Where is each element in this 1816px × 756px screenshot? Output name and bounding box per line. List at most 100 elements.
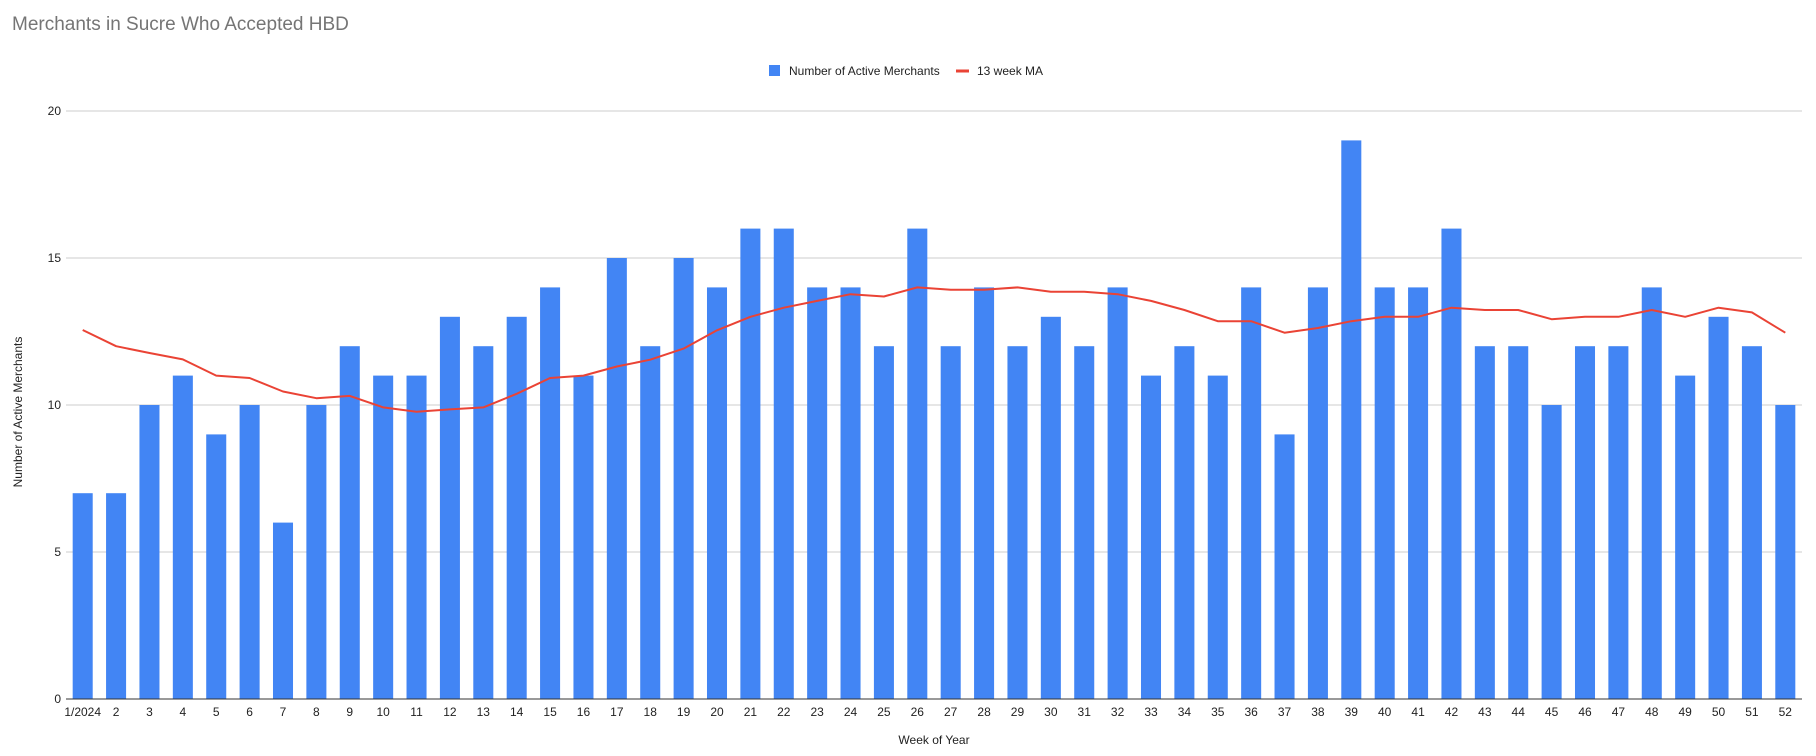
bar bbox=[1274, 434, 1295, 699]
x-tick-label: 27 bbox=[944, 705, 958, 719]
x-tick-label: 24 bbox=[844, 705, 858, 719]
bar bbox=[172, 375, 193, 699]
bar bbox=[1341, 140, 1362, 699]
bar bbox=[206, 434, 227, 699]
bar bbox=[1775, 405, 1796, 699]
y-tick-label: 0 bbox=[54, 692, 61, 706]
bar bbox=[339, 346, 360, 699]
x-tick-label: 48 bbox=[1645, 705, 1659, 719]
x-tick-label: 36 bbox=[1244, 705, 1258, 719]
x-tick-label: 11 bbox=[410, 705, 423, 719]
bar bbox=[907, 228, 928, 699]
bar bbox=[807, 287, 828, 699]
bar bbox=[1741, 346, 1762, 699]
chart-title: Merchants in Sucre Who Accepted HBD bbox=[12, 14, 349, 35]
bar bbox=[1007, 346, 1028, 699]
x-axis-title: Week of Year bbox=[898, 733, 969, 747]
bar bbox=[1074, 346, 1095, 699]
x-tick-label: 34 bbox=[1178, 705, 1192, 719]
bar bbox=[1641, 287, 1662, 699]
bar bbox=[1107, 287, 1128, 699]
x-tick-label: 19 bbox=[677, 705, 691, 719]
x-tick-label: 5 bbox=[213, 705, 220, 719]
x-tick-label: 46 bbox=[1578, 705, 1592, 719]
x-tick-label: 12 bbox=[443, 705, 457, 719]
bar bbox=[1441, 228, 1462, 699]
bar bbox=[306, 405, 327, 699]
bar bbox=[1241, 287, 1262, 699]
legend-label-bars: Number of Active Merchants bbox=[789, 64, 940, 78]
bar bbox=[1608, 346, 1629, 699]
line-series bbox=[82, 286, 1786, 413]
x-tick-label: 37 bbox=[1278, 705, 1292, 719]
x-tick-label: 38 bbox=[1311, 705, 1325, 719]
x-tick-label: 43 bbox=[1478, 705, 1492, 719]
bar bbox=[106, 493, 127, 699]
y-tick-label: 20 bbox=[48, 104, 62, 118]
x-tick-label: 10 bbox=[376, 705, 390, 719]
x-tick-label: 1/2024 bbox=[64, 705, 101, 719]
bar bbox=[540, 287, 561, 699]
bar bbox=[873, 346, 894, 699]
x-tick-label: 26 bbox=[911, 705, 925, 719]
x-tick-label: 4 bbox=[180, 705, 187, 719]
bar bbox=[473, 346, 494, 699]
bar bbox=[1040, 316, 1061, 699]
x-tick-label: 6 bbox=[246, 705, 253, 719]
bar bbox=[1408, 287, 1429, 699]
x-tick-label: 13 bbox=[477, 705, 491, 719]
x-tick-label: 21 bbox=[744, 705, 758, 719]
bar bbox=[840, 287, 861, 699]
x-tick-label: 40 bbox=[1378, 705, 1392, 719]
x-tick-label: 30 bbox=[1044, 705, 1058, 719]
x-tick-label: 9 bbox=[346, 705, 353, 719]
bar bbox=[573, 375, 594, 699]
x-tick-label: 7 bbox=[280, 705, 287, 719]
y-tick-label: 5 bbox=[54, 545, 61, 559]
x-tick-label: 16 bbox=[577, 705, 591, 719]
x-tick-label: 18 bbox=[644, 705, 658, 719]
bar bbox=[373, 375, 394, 699]
x-tick-label: 2 bbox=[113, 705, 120, 719]
bar bbox=[1541, 405, 1562, 699]
x-tick-label: 50 bbox=[1712, 705, 1726, 719]
bar bbox=[272, 522, 294, 699]
bar bbox=[139, 405, 160, 699]
bar bbox=[606, 258, 627, 699]
x-tick-label: 35 bbox=[1211, 705, 1225, 719]
x-tick-label: 17 bbox=[610, 705, 624, 719]
x-tick-label: 31 bbox=[1078, 705, 1092, 719]
bar bbox=[940, 346, 961, 699]
bar bbox=[1207, 375, 1228, 699]
bar bbox=[1675, 375, 1696, 699]
bar-series bbox=[72, 140, 1796, 699]
bar bbox=[974, 287, 995, 699]
bar bbox=[1174, 346, 1195, 699]
x-tick-label: 45 bbox=[1545, 705, 1559, 719]
x-tick-label: 8 bbox=[313, 705, 320, 719]
x-tick-label: 44 bbox=[1512, 705, 1526, 719]
bar bbox=[506, 316, 527, 699]
x-tick-label: 52 bbox=[1779, 705, 1793, 719]
x-tick-label: 20 bbox=[710, 705, 724, 719]
bar bbox=[673, 258, 694, 699]
bar bbox=[1474, 346, 1495, 699]
x-tick-label: 23 bbox=[810, 705, 824, 719]
bar bbox=[640, 346, 661, 699]
bar bbox=[1307, 287, 1328, 699]
y-axis-title: Number of Active Merchants bbox=[11, 337, 25, 488]
x-tick-label: 47 bbox=[1612, 705, 1626, 719]
bar bbox=[439, 316, 460, 699]
bar bbox=[72, 493, 93, 699]
y-tick-label: 10 bbox=[48, 398, 62, 412]
bar bbox=[773, 228, 794, 699]
legend-swatch-bars bbox=[769, 65, 780, 76]
bar bbox=[740, 228, 761, 699]
ma-line bbox=[82, 286, 1786, 413]
x-tick-label: 49 bbox=[1678, 705, 1692, 719]
x-tick-label: 25 bbox=[877, 705, 891, 719]
legend-label-line: 13 week MA bbox=[977, 64, 1043, 78]
x-tick-label: 32 bbox=[1111, 705, 1125, 719]
x-tick-label: 51 bbox=[1745, 705, 1759, 719]
